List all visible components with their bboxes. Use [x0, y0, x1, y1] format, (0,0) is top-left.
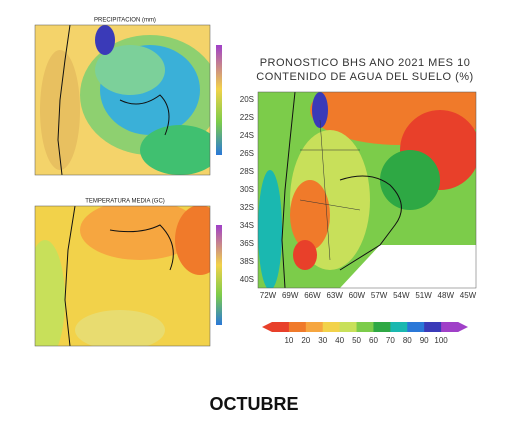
colorbar-swatch: [373, 322, 391, 332]
colorbar-swatch: [339, 322, 358, 332]
lon-label: 66W: [304, 291, 321, 300]
colorbar-swatch: [407, 322, 425, 332]
colorbar-swatch: [322, 322, 341, 332]
colorbar-label: 50: [352, 336, 361, 345]
frame: [34, 205, 211, 347]
precip-title: PRECIPITACION (mm): [94, 18, 156, 24]
colorbar-swatch: [424, 322, 442, 332]
precip-map: [35, 25, 210, 175]
lat-label: 28S: [240, 167, 254, 176]
map-subtitle: CONTENIDO DE AGUA DEL SUELO (%): [256, 71, 473, 83]
lon-label: 69W: [282, 291, 299, 300]
colorbar-arrow: [262, 322, 272, 332]
colorbar-label: 30: [318, 336, 327, 345]
lat-label: 34S: [240, 221, 254, 230]
lat-label: 30S: [240, 185, 254, 194]
lon-label: 51W: [415, 291, 432, 300]
lat-label: 36S: [240, 239, 254, 248]
lat-label: 38S: [240, 257, 254, 266]
lon-label: 57W: [371, 291, 388, 300]
lat-label: 24S: [240, 131, 254, 140]
lat-label: 20S: [240, 95, 254, 104]
colorbar-arrow: [458, 322, 468, 332]
precip-scale: [216, 45, 222, 155]
soil-map: [258, 92, 476, 288]
lon-label: 63W: [326, 291, 343, 300]
lat-label: 40S: [240, 275, 254, 284]
colorbar-label: 10: [284, 336, 293, 345]
lon-label: 54W: [393, 291, 410, 300]
lon-label: 48W: [438, 291, 455, 300]
colorbar-swatch: [356, 322, 374, 332]
colorbar-label: 20: [301, 336, 310, 345]
colorbar-label: 80: [403, 336, 412, 345]
lat-label: 26S: [240, 149, 254, 158]
colorbar-swatch: [288, 322, 307, 332]
colorbar-swatch: [305, 322, 324, 332]
lon-label: 45W: [460, 291, 477, 300]
colorbar-label: 70: [386, 336, 395, 345]
caption: OCTUBRE: [210, 394, 299, 414]
lat-label: 22S: [240, 113, 254, 122]
lon-label: 60W: [349, 291, 366, 300]
colorbar-label: 100: [434, 336, 448, 345]
colorbar-swatch: [272, 322, 290, 332]
colorbar-label: 60: [369, 336, 378, 345]
lon-label: 72W: [260, 291, 277, 300]
frame: [34, 24, 211, 176]
colorbar-swatch: [441, 322, 459, 332]
colorbar-swatch: [390, 322, 408, 332]
colorbar-label: 90: [420, 336, 429, 345]
map-title: PRONOSTICO BHS ANO 2021 MES 10: [260, 57, 471, 69]
temp-scale: [216, 225, 222, 325]
lat-label: 32S: [240, 203, 254, 212]
temp-map: [35, 206, 210, 346]
frame: [257, 91, 477, 289]
temp-title: TEMPERATURA MEDIA (GC): [85, 199, 165, 205]
colorbar-label: 40: [335, 336, 344, 345]
